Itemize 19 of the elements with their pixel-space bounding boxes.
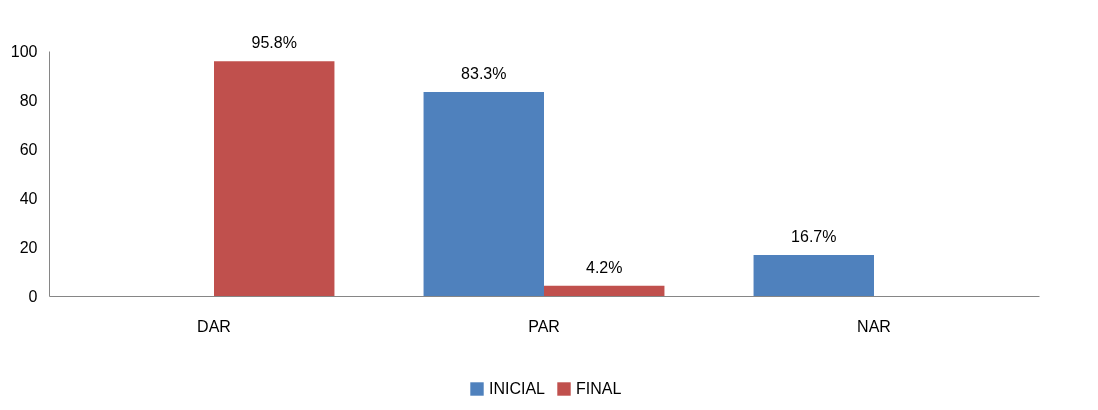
data-label: 16.7% — [791, 228, 837, 246]
y-tick-label: 80 — [19, 91, 38, 109]
y-tick-label: 40 — [19, 189, 38, 207]
legend-label: FINAL — [576, 380, 622, 397]
bar — [423, 91, 544, 296]
x-tick-label: PAR — [528, 317, 560, 335]
x-tick-label: NAR — [857, 317, 891, 335]
data-label: 4.2% — [585, 258, 623, 276]
y-tick-label: 20 — [19, 238, 38, 256]
bar — [544, 285, 665, 296]
data-label: 83.3% — [461, 64, 507, 82]
y-tick-label: 100 — [10, 42, 38, 60]
data-label: 95.8% — [251, 34, 297, 52]
legend-label: INICIAL — [489, 380, 546, 397]
x-tick-label: DAR — [197, 317, 231, 335]
y-tick-label: 0 — [28, 287, 38, 305]
bar — [753, 255, 874, 296]
bar — [214, 61, 335, 296]
y-tick-label: 60 — [19, 140, 38, 158]
